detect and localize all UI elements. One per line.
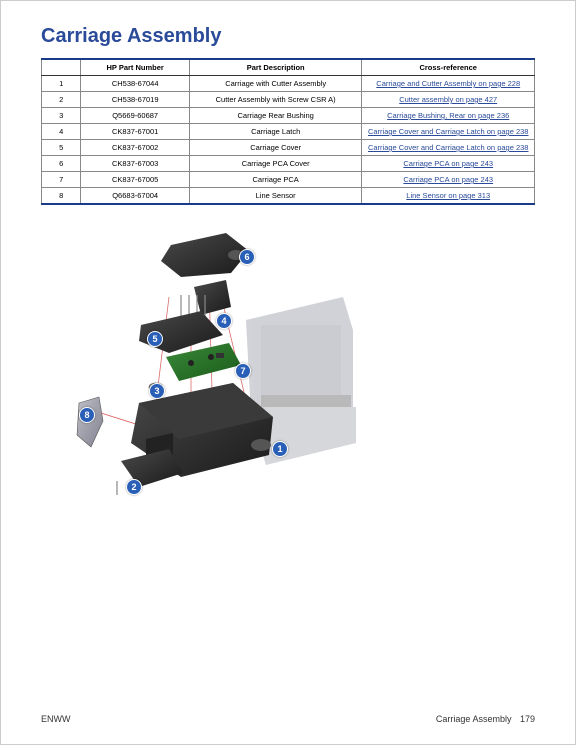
table-row: 4CK837-67001Carriage Latch Carriage Cover…: [42, 124, 535, 140]
cell-desc: Carriage PCA Cover: [189, 156, 362, 172]
cell-desc: Cutter Assembly with Screw CSR A): [189, 92, 362, 108]
cell-num: 1: [42, 76, 81, 92]
cell-xref: Line Sensor on page 313: [362, 188, 535, 205]
footer-right: Carriage Assembly 179: [436, 714, 535, 724]
cell-partno: Q6683-67004: [81, 188, 189, 205]
table-row: 7CK837-67005Carriage PCA Carriage PCA on …: [42, 172, 535, 188]
footer-page-number: 179: [520, 714, 535, 724]
cell-partno: CK837-67002: [81, 140, 189, 156]
xref-link[interactable]: Carriage Cover and Carriage Latch on pag…: [368, 127, 529, 136]
page-title: Carriage Assembly: [41, 25, 535, 48]
cell-partno: Q5669-60687: [81, 108, 189, 124]
cell-xref: Carriage Bushing, Rear on page 236: [362, 108, 535, 124]
xref-link[interactable]: Carriage and Cutter Assembly on page 228: [376, 79, 520, 88]
diagram-svg: [61, 225, 361, 505]
callout-6: 6: [239, 249, 255, 265]
table-row: 3Q5669-60687Carriage Rear Bushing Carriag…: [42, 108, 535, 124]
xref-link[interactable]: Cutter assembly on page 427: [399, 95, 497, 104]
cell-desc: Carriage Rear Bushing: [189, 108, 362, 124]
exploded-diagram: 6 4 5 7 3 8 2 1: [61, 225, 361, 505]
cell-desc: Carriage Cover: [189, 140, 362, 156]
table-row: 2CH538-67019Cutter Assembly with Screw C…: [42, 92, 535, 108]
cell-num: 7: [42, 172, 81, 188]
xref-link[interactable]: Carriage Cover and Carriage Latch on pag…: [368, 143, 529, 152]
xref-link[interactable]: Carriage PCA on page 243: [403, 159, 493, 168]
th-xref: Cross-reference: [362, 59, 535, 76]
th-blank: [42, 59, 81, 76]
cell-partno: CK837-67005: [81, 172, 189, 188]
th-partno: HP Part Number: [81, 59, 189, 76]
table-header-row: HP Part Number Part Description Cross-re…: [42, 59, 535, 76]
cell-xref: Carriage PCA on page 243: [362, 156, 535, 172]
cell-num: 8: [42, 188, 81, 205]
parts-table: HP Part Number Part Description Cross-re…: [41, 58, 535, 205]
cell-desc: Carriage PCA: [189, 172, 362, 188]
footer-section-label: Carriage Assembly: [436, 714, 512, 724]
cell-xref: Carriage Cover and Carriage Latch on pag…: [362, 140, 535, 156]
th-desc: Part Description: [189, 59, 362, 76]
cell-xref: Carriage and Cutter Assembly on page 228: [362, 76, 535, 92]
xref-link[interactable]: Carriage PCA on page 243: [403, 175, 493, 184]
xref-link[interactable]: Line Sensor on page 313: [406, 191, 490, 200]
callout-8: 8: [79, 407, 95, 423]
callout-4: 4: [216, 313, 232, 329]
callout-2: 2: [126, 479, 142, 495]
cell-num: 3: [42, 108, 81, 124]
cell-num: 2: [42, 92, 81, 108]
cell-desc: Line Sensor: [189, 188, 362, 205]
table-row: 8Q6683-67004Line Sensor Line Sensor on pa…: [42, 188, 535, 205]
cell-partno: CK837-67001: [81, 124, 189, 140]
cell-partno: CH538-67044: [81, 76, 189, 92]
callout-5: 5: [147, 331, 163, 347]
cell-partno: CH538-67019: [81, 92, 189, 108]
cell-desc: Carriage Latch: [189, 124, 362, 140]
cell-xref: Carriage Cover and Carriage Latch on pag…: [362, 124, 535, 140]
callout-7: 7: [235, 363, 251, 379]
footer-left: ENWW: [41, 714, 71, 724]
cell-partno: CK837-67003: [81, 156, 189, 172]
table-row: 1CH538-67044Carriage with Cutter Assembl…: [42, 76, 535, 92]
page-footer: ENWW Carriage Assembly 179: [41, 714, 535, 724]
callout-3: 3: [149, 383, 165, 399]
cell-num: 4: [42, 124, 81, 140]
cell-desc: Carriage with Cutter Assembly: [189, 76, 362, 92]
callout-1: 1: [272, 441, 288, 457]
xref-link[interactable]: Carriage Bushing, Rear on page 236: [387, 111, 509, 120]
cell-num: 6: [42, 156, 81, 172]
cell-xref: Carriage PCA on page 243: [362, 172, 535, 188]
cell-num: 5: [42, 140, 81, 156]
table-row: 6CK837-67003Carriage PCA Cover Carriage P…: [42, 156, 535, 172]
table-row: 5CK837-67002Carriage Cover Carriage Cover…: [42, 140, 535, 156]
cell-xref: Cutter assembly on page 427: [362, 92, 535, 108]
